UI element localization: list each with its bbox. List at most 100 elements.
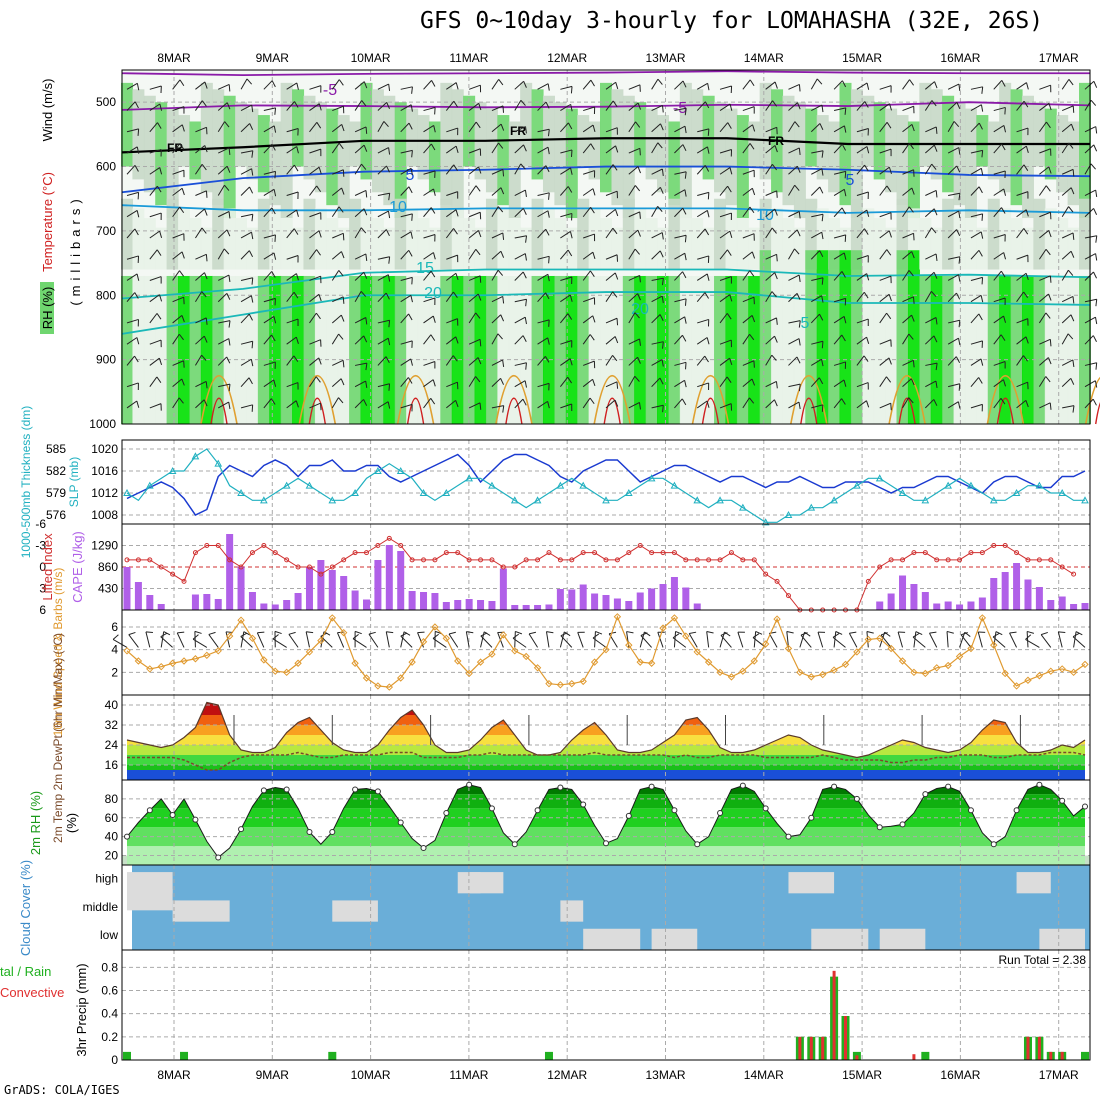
wind-barb (697, 128, 710, 133)
rh-cell (999, 275, 1012, 424)
surface-wind-barb (1025, 634, 1032, 640)
thickness-marker (214, 459, 223, 467)
wind-barb (729, 358, 733, 366)
cape-tick: 430 (98, 582, 118, 596)
wind-barb (240, 358, 252, 366)
wind-barb (354, 291, 362, 302)
thickness-marker (1012, 488, 1021, 496)
wind-barb (294, 101, 299, 108)
wind-barb (286, 82, 298, 90)
rh-cell (565, 275, 578, 424)
wind-barb (195, 227, 203, 239)
wind-barb (719, 339, 732, 345)
wind-barb (341, 124, 345, 132)
lifted-index-marker (535, 557, 541, 563)
rh-cell (383, 227, 396, 270)
wind-speed-marker (670, 614, 679, 622)
hot-contour (996, 397, 1015, 425)
wind-barb (833, 334, 843, 345)
cape-bar (283, 600, 291, 610)
wind-barb (569, 231, 573, 239)
wind-barb (410, 104, 413, 112)
wind-barb (1084, 298, 1097, 303)
rh-marker (1082, 803, 1088, 810)
surface-wind-barb (240, 632, 248, 637)
lifted-index-marker (877, 564, 883, 570)
rh-cell (121, 275, 133, 424)
wind-barb (879, 357, 890, 366)
precip-convective-bar (1026, 1036, 1030, 1060)
wind-barb (1016, 254, 1029, 260)
lifted-index-line (127, 537, 1074, 611)
wind-barb (520, 99, 526, 106)
wind-barb (978, 250, 983, 257)
wind-barb (195, 399, 205, 409)
wind-barb (706, 337, 710, 345)
rh-marker (762, 805, 769, 812)
wind-barb (697, 255, 709, 260)
slp-axis-label: SLP (mb) (67, 457, 81, 507)
wind-barb (250, 359, 254, 367)
wind-barb (332, 169, 344, 175)
wind-barb (149, 313, 158, 324)
pressure-tick: 600 (96, 160, 116, 174)
precip-tick: 0.4 (101, 1007, 118, 1021)
precip-convective-bar (855, 1055, 859, 1060)
wind-barb (615, 145, 619, 153)
wind-barb (354, 208, 365, 218)
cape-bar (921, 592, 929, 610)
rh-cell (326, 275, 339, 424)
cape-bar (1035, 587, 1043, 610)
wind-barb (798, 402, 801, 410)
wind-barb (605, 317, 618, 324)
wind-barb (765, 399, 775, 409)
thickness-marker (921, 496, 930, 504)
rh-marker (283, 786, 290, 793)
wind-barb (833, 234, 846, 239)
wind-barb (410, 168, 413, 176)
wind-barb (902, 124, 913, 133)
rh-cell (577, 115, 590, 167)
wind-barb (1045, 248, 1051, 256)
wind-barb (363, 399, 368, 406)
surface-wind-barb (432, 638, 447, 648)
wind-barb (729, 167, 733, 175)
wind-barb (537, 101, 547, 111)
wind-barb (637, 357, 641, 364)
rh-cell (200, 82, 213, 193)
wind-barb (902, 270, 910, 281)
slp-tick: 1008 (91, 508, 118, 522)
wind-barb (1067, 333, 1074, 340)
rh-cell (326, 108, 339, 206)
rh-cell (155, 227, 168, 270)
wind-barb (228, 147, 231, 155)
thickness-marker (1035, 481, 1044, 489)
surface-wind-barb (720, 634, 732, 648)
wind-barb (569, 358, 573, 366)
wind-barb (1039, 102, 1050, 111)
wind-barb (651, 404, 664, 409)
wind-barb (821, 359, 824, 367)
wind-barb (309, 85, 322, 90)
wind-barb (1062, 405, 1075, 409)
rh-cell (303, 198, 316, 270)
wind-speed-marker (556, 681, 565, 689)
wind-barb (126, 318, 139, 324)
top-day-label: 13MAR (645, 51, 685, 65)
wind-barb (902, 142, 910, 154)
wind-barb (674, 379, 685, 388)
wind-speed-marker (727, 673, 736, 681)
warm-contour (691, 374, 730, 425)
wind-barb (522, 398, 527, 406)
wind-barb (560, 231, 571, 239)
surface-wind-barb (880, 634, 892, 648)
wind-barb (365, 317, 368, 325)
rh-marker (306, 828, 313, 835)
wind-barb (388, 211, 391, 219)
wind-barb (811, 277, 824, 281)
cape-bar (248, 592, 256, 610)
surface-wind-barb (592, 637, 607, 648)
wind-barb (993, 106, 1006, 112)
wind-barb (331, 333, 340, 345)
wind-barb (1039, 211, 1051, 218)
